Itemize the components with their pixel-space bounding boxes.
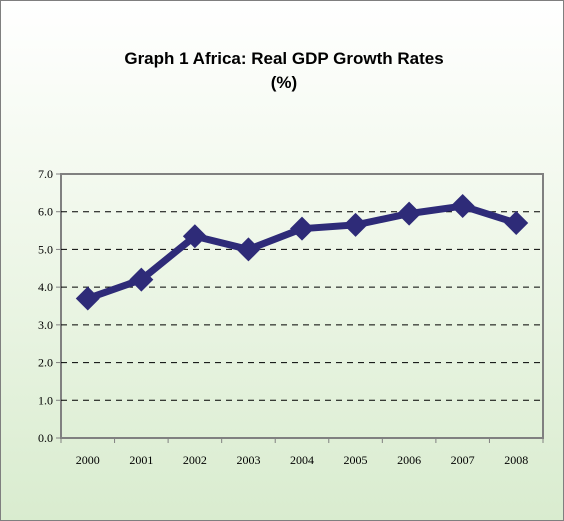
y-tick-label: 3.0: [38, 318, 53, 332]
x-tick-label: 2006: [397, 453, 421, 467]
y-tick-label: 4.0: [38, 280, 53, 294]
plot-area: [60, 173, 544, 439]
y-tick-label: 7.0: [38, 167, 53, 181]
data-point-2000: [75, 286, 100, 311]
x-tick-label: 2001: [129, 453, 153, 467]
x-tick-label: 2007: [451, 453, 475, 467]
y-axis-ticks: 0.0 1.0 2.0 3.0 4.0 5.0 6.0 7.0: [38, 167, 61, 445]
data-point-2001: [129, 267, 154, 292]
data-point-2003: [236, 237, 261, 262]
chart-title: Graph 1 Africa: Real GDP Growth Rates (%…: [1, 47, 563, 95]
x-axis-ticks: 2000 2001 2002 2003 2004 2005 2006 2007 2008: [60, 438, 544, 467]
data-point-2005: [343, 212, 368, 237]
data-markers: [75, 194, 529, 311]
x-tick-label: 2002: [183, 453, 207, 467]
y-tick-label: 2.0: [38, 356, 53, 370]
y-tick-label: 1.0: [38, 393, 53, 407]
y-tick-label: 6.0: [38, 205, 53, 219]
x-tick-label: 2005: [344, 453, 368, 467]
y-tick-label: 5.0: [38, 242, 53, 256]
data-point-2007: [450, 194, 475, 219]
y-tick-label: 0.0: [38, 431, 53, 445]
data-point-2006: [397, 201, 422, 226]
x-tick-label: 2004: [290, 453, 314, 467]
chart-subtitle: (%): [270, 73, 298, 92]
x-tick-label: 2003: [236, 453, 260, 467]
data-point-2004: [290, 216, 314, 241]
chart-title-line1: Graph 1 Africa: Real GDP Growth Rates: [124, 49, 444, 68]
x-tick-label: 2008: [504, 453, 528, 467]
x-tick-label: 2000: [76, 453, 100, 467]
data-point-2002: [182, 224, 207, 249]
data-point-2008: [504, 211, 529, 236]
